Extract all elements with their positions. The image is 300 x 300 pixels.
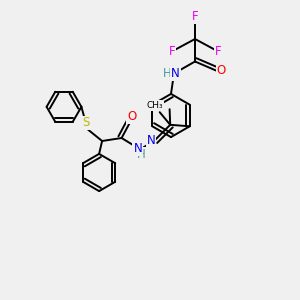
Text: F: F xyxy=(192,10,198,23)
Text: N: N xyxy=(134,142,142,155)
Text: N: N xyxy=(171,67,180,80)
Text: O: O xyxy=(217,64,226,77)
Text: S: S xyxy=(82,116,90,130)
Text: H: H xyxy=(137,148,146,161)
Text: O: O xyxy=(127,110,136,124)
Text: N: N xyxy=(147,134,155,148)
Text: F: F xyxy=(169,44,175,58)
Text: CH₃: CH₃ xyxy=(147,101,164,110)
Text: F: F xyxy=(215,44,221,58)
Text: H: H xyxy=(163,67,172,80)
